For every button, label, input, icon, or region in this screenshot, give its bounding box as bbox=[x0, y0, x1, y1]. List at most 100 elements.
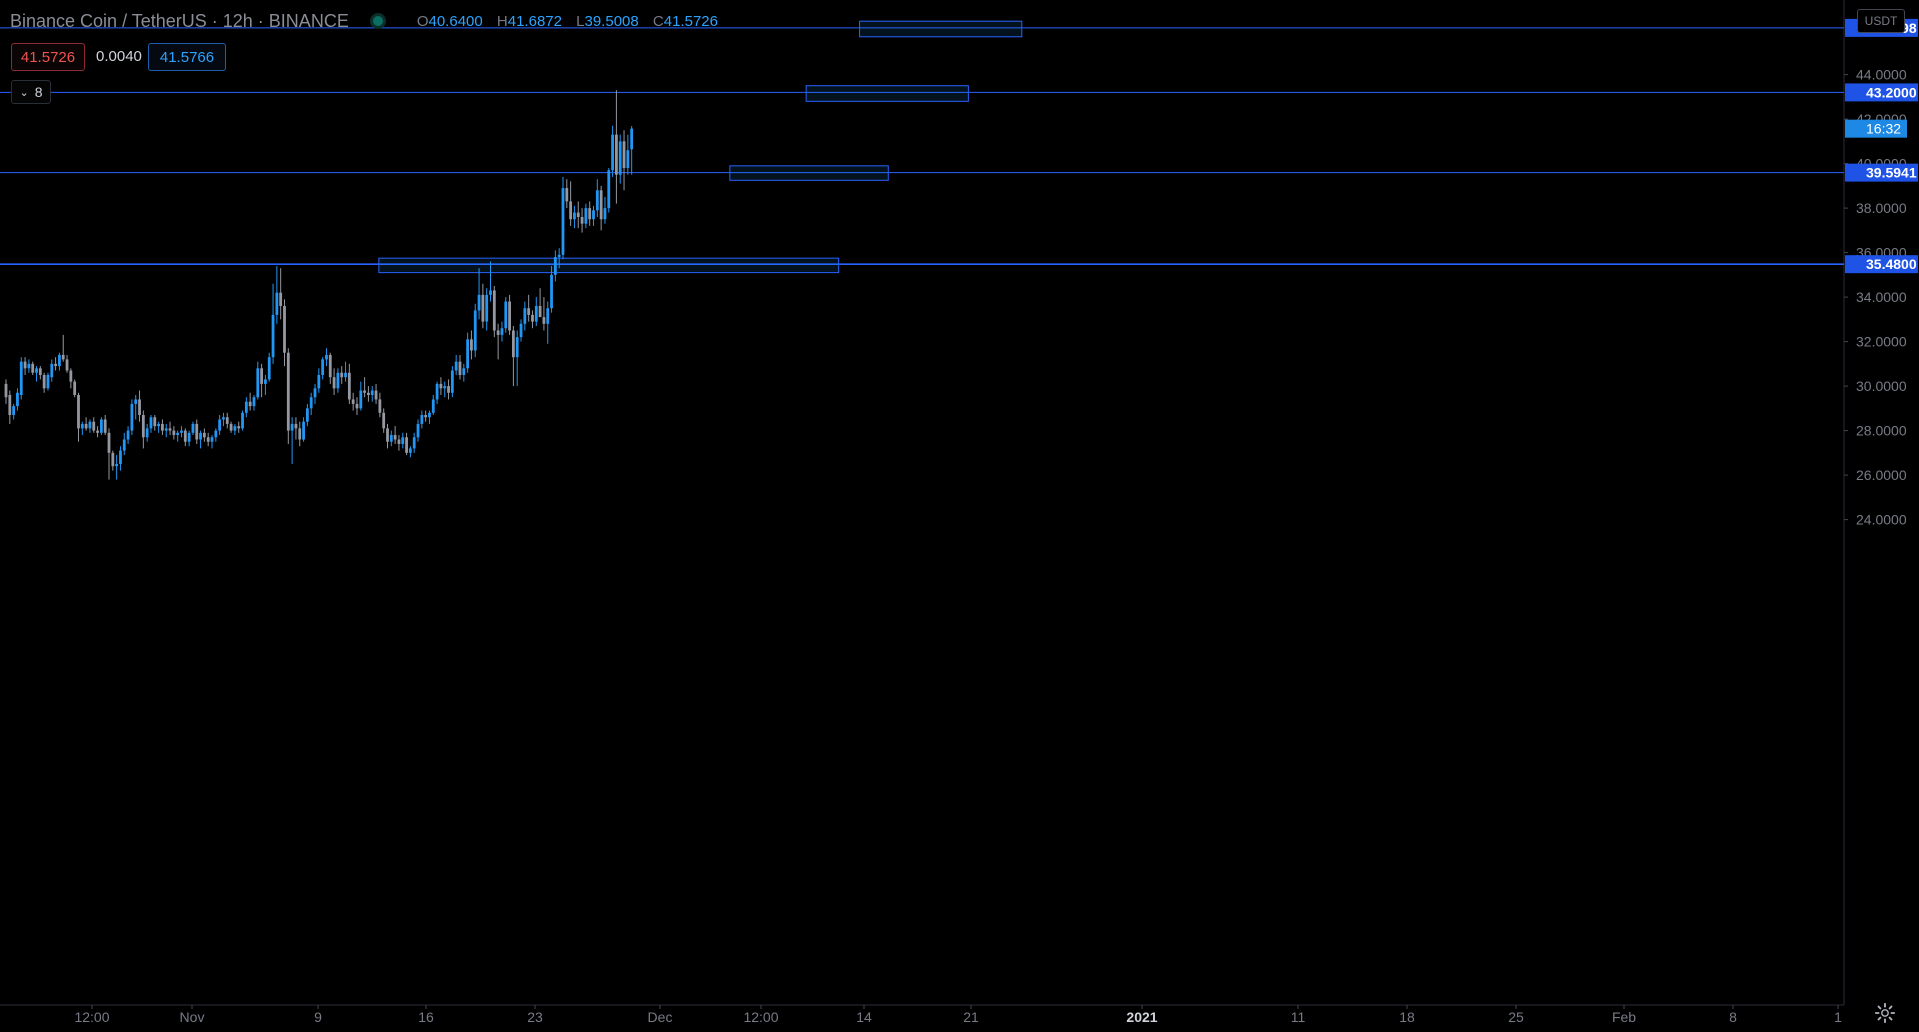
symbol-title[interactable]: Binance Coin / TetherUS · 12h · BINANCE bbox=[10, 10, 349, 31]
price-tick-label: 26.0000 bbox=[1856, 467, 1907, 483]
candle-body bbox=[584, 208, 588, 224]
candle-body bbox=[386, 428, 389, 442]
candle-body bbox=[210, 437, 214, 442]
countdown-tag bbox=[1845, 119, 1907, 138]
candle-body bbox=[458, 361, 462, 375]
candle-body bbox=[542, 317, 546, 324]
candle-body bbox=[405, 437, 408, 453]
candle-body bbox=[347, 372, 351, 400]
candle-body bbox=[431, 399, 435, 413]
candle-body bbox=[183, 430, 187, 442]
candle-body bbox=[225, 417, 229, 424]
indicators-toggle-button[interactable]: ⌄ 8 bbox=[11, 80, 51, 104]
candle-body bbox=[515, 337, 519, 358]
candle-body bbox=[370, 390, 374, 395]
candle-body bbox=[233, 426, 237, 431]
zone-rectangle[interactable] bbox=[859, 20, 1023, 38]
candle-body bbox=[115, 463, 119, 467]
candle-body bbox=[19, 361, 23, 395]
candle-body bbox=[130, 403, 134, 431]
candle-body bbox=[428, 412, 431, 418]
candle-body bbox=[447, 386, 450, 393]
zone-rectangle[interactable] bbox=[729, 165, 889, 181]
candle-body bbox=[355, 403, 359, 409]
candle-body bbox=[275, 292, 279, 315]
candle-body bbox=[65, 359, 69, 371]
time-tick-label: 11 bbox=[1291, 1009, 1306, 1025]
candle-body bbox=[435, 383, 439, 400]
candle-body bbox=[576, 212, 580, 217]
candle-body bbox=[508, 301, 511, 331]
candle-body bbox=[534, 306, 538, 322]
time-tick-label: 2021 bbox=[1126, 1009, 1157, 1025]
candle-body bbox=[321, 359, 325, 375]
time-tick-label: 1 bbox=[1834, 1009, 1842, 1025]
time-tick-label: 14 bbox=[856, 1009, 872, 1025]
candle-body bbox=[553, 257, 557, 275]
candle-body bbox=[145, 428, 149, 438]
candle-body bbox=[580, 217, 584, 224]
sell-price-button[interactable]: 41.5726 bbox=[11, 43, 85, 71]
candle-body bbox=[157, 423, 160, 427]
time-tick-label: 21 bbox=[963, 1009, 979, 1025]
candle-body bbox=[313, 388, 317, 398]
gear-icon[interactable] bbox=[1874, 1002, 1896, 1024]
candle-body bbox=[328, 354, 332, 378]
candle-body bbox=[389, 435, 393, 442]
candle-body bbox=[180, 430, 183, 433]
candle-body bbox=[466, 339, 470, 369]
candle-body bbox=[393, 435, 397, 440]
candle-body bbox=[595, 190, 599, 211]
candle-body bbox=[569, 201, 573, 220]
candle-body bbox=[309, 397, 313, 409]
candle-body bbox=[420, 415, 424, 424]
candle-body bbox=[454, 361, 458, 371]
candle-body bbox=[172, 430, 176, 436]
candle-body bbox=[229, 423, 233, 431]
candle-body bbox=[611, 134, 614, 171]
candle-body bbox=[141, 415, 145, 438]
candle-body bbox=[382, 412, 386, 429]
price-tick-label: 32.0000 bbox=[1856, 334, 1907, 350]
candle-body bbox=[218, 419, 222, 431]
candle-body bbox=[511, 330, 515, 358]
candle-body bbox=[50, 363, 54, 378]
currency-button[interactable]: USDT bbox=[1857, 9, 1905, 33]
candle-body bbox=[4, 383, 8, 398]
candle-body bbox=[424, 415, 428, 418]
candle-body bbox=[92, 421, 96, 431]
zone-rectangle[interactable] bbox=[378, 257, 840, 274]
spread-value: 0.0040 bbox=[96, 47, 142, 65]
time-tick-label: 25 bbox=[1508, 1009, 1524, 1025]
candle-body bbox=[271, 314, 275, 358]
candle-body bbox=[111, 452, 115, 467]
candle-body bbox=[607, 170, 611, 209]
candle-body bbox=[443, 386, 447, 389]
candle-body bbox=[283, 306, 286, 353]
candle-body bbox=[138, 399, 141, 416]
open-label: O bbox=[416, 12, 429, 30]
candle-body bbox=[88, 421, 92, 429]
candle-body bbox=[378, 399, 382, 413]
buy-price-button[interactable]: 41.5766 bbox=[148, 43, 226, 71]
candle-body bbox=[134, 399, 138, 404]
candle-body bbox=[344, 372, 347, 378]
candle-body bbox=[599, 190, 603, 220]
candle-body bbox=[264, 379, 267, 384]
candle-body bbox=[286, 352, 290, 431]
candle-body bbox=[80, 423, 84, 429]
candle-body bbox=[412, 437, 416, 449]
candle-body bbox=[267, 357, 271, 380]
candle-body bbox=[241, 412, 244, 429]
indicators-count: 8 bbox=[34, 84, 43, 100]
candle-body bbox=[298, 428, 302, 440]
candle-body bbox=[573, 212, 576, 220]
candle-body bbox=[618, 141, 622, 175]
candle-body bbox=[149, 417, 153, 429]
time-tick-label: Nov bbox=[180, 1009, 205, 1025]
candle-body bbox=[164, 428, 168, 431]
zone-rectangle[interactable] bbox=[805, 85, 969, 102]
candle-body bbox=[290, 423, 294, 431]
candle-body bbox=[302, 421, 305, 440]
